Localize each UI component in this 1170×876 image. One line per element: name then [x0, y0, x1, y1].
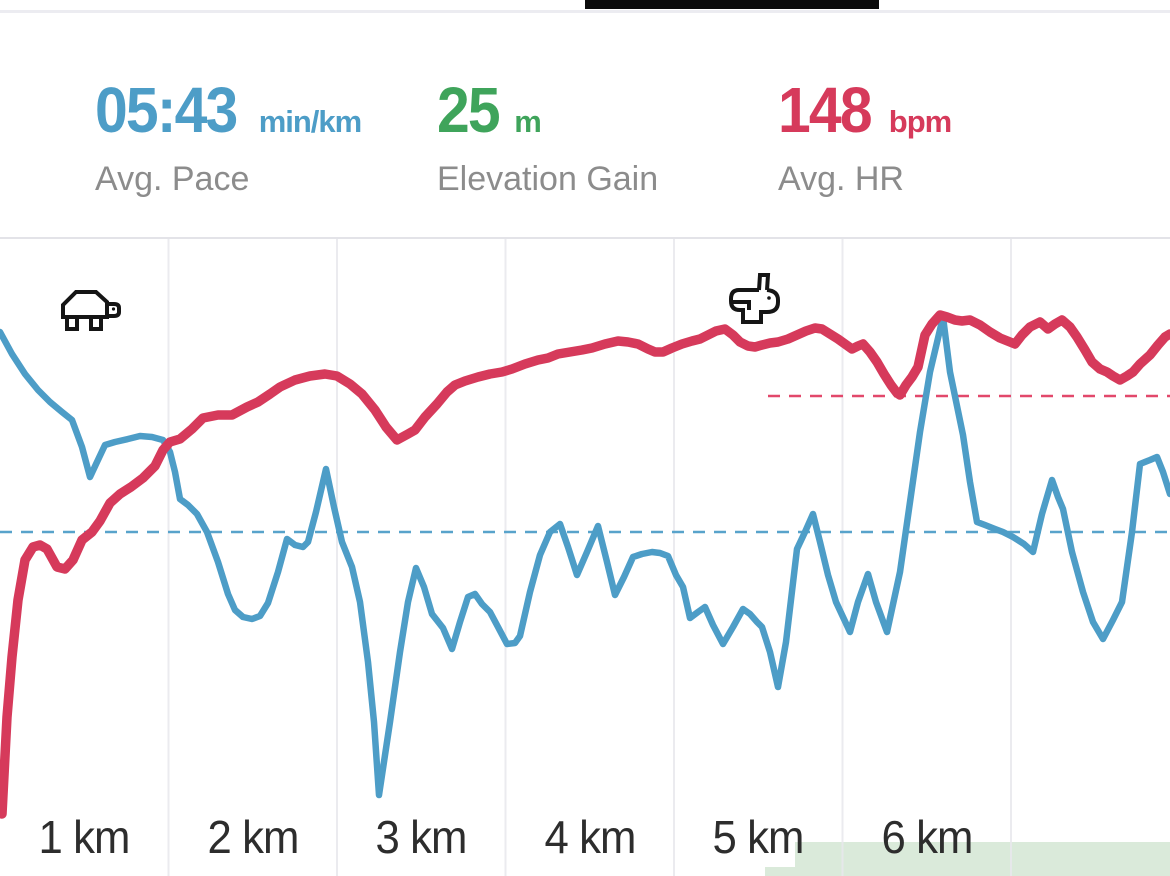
elevation-profile — [765, 842, 1170, 876]
stat-avg-hr: 148 bpm Avg. HR — [778, 74, 952, 199]
pace-hr-chart[interactable] — [0, 239, 1170, 876]
x-axis-label: 5 km — [712, 811, 805, 863]
turtle-icon — [54, 285, 122, 340]
avg-pace-value: 05:43 — [95, 74, 238, 146]
elevation-gain-unit: m — [514, 104, 542, 139]
avg-pace-label: Avg. Pace — [95, 160, 250, 198]
x-axis-label: 1 km — [38, 811, 131, 863]
x-axis-label: 2 km — [207, 811, 300, 863]
header-divider — [0, 10, 1170, 13]
active-tab-indicator[interactable] — [585, 0, 879, 9]
heart-rate-line — [0, 310, 1170, 819]
x-axis-label: 4 km — [544, 811, 637, 863]
stat-elevation-gain: 25 m Elevation Gain — [437, 78, 658, 199]
avg-pace-unit: min/km — [258, 104, 363, 139]
elevation-gain-value: 25 — [437, 74, 501, 146]
rabbit-icon — [719, 272, 783, 335]
pace-hr-chart-region[interactable]: 1 km 2 km 3 km 4 km 5 km 6 km — [0, 237, 1170, 876]
stat-avg-pace: 05:43 min/km Avg. Pace — [95, 74, 363, 199]
avg-hr-value: 148 — [778, 74, 873, 146]
avg-hr-unit: bpm — [888, 104, 952, 139]
x-axis-label: 3 km — [375, 811, 468, 863]
x-axis-labels: 1 km 2 km 3 km 4 km 5 km 6 km — [0, 239, 1170, 876]
pace-line — [0, 313, 1170, 799]
x-axis-label: 6 km — [881, 811, 974, 863]
elevation-gain-label: Elevation Gain — [437, 160, 659, 198]
avg-hr-label: Avg. HR — [778, 160, 904, 198]
summary-stats-row: 05:43 min/km Avg. Pace 25 m Elevation Ga… — [0, 78, 1170, 208]
